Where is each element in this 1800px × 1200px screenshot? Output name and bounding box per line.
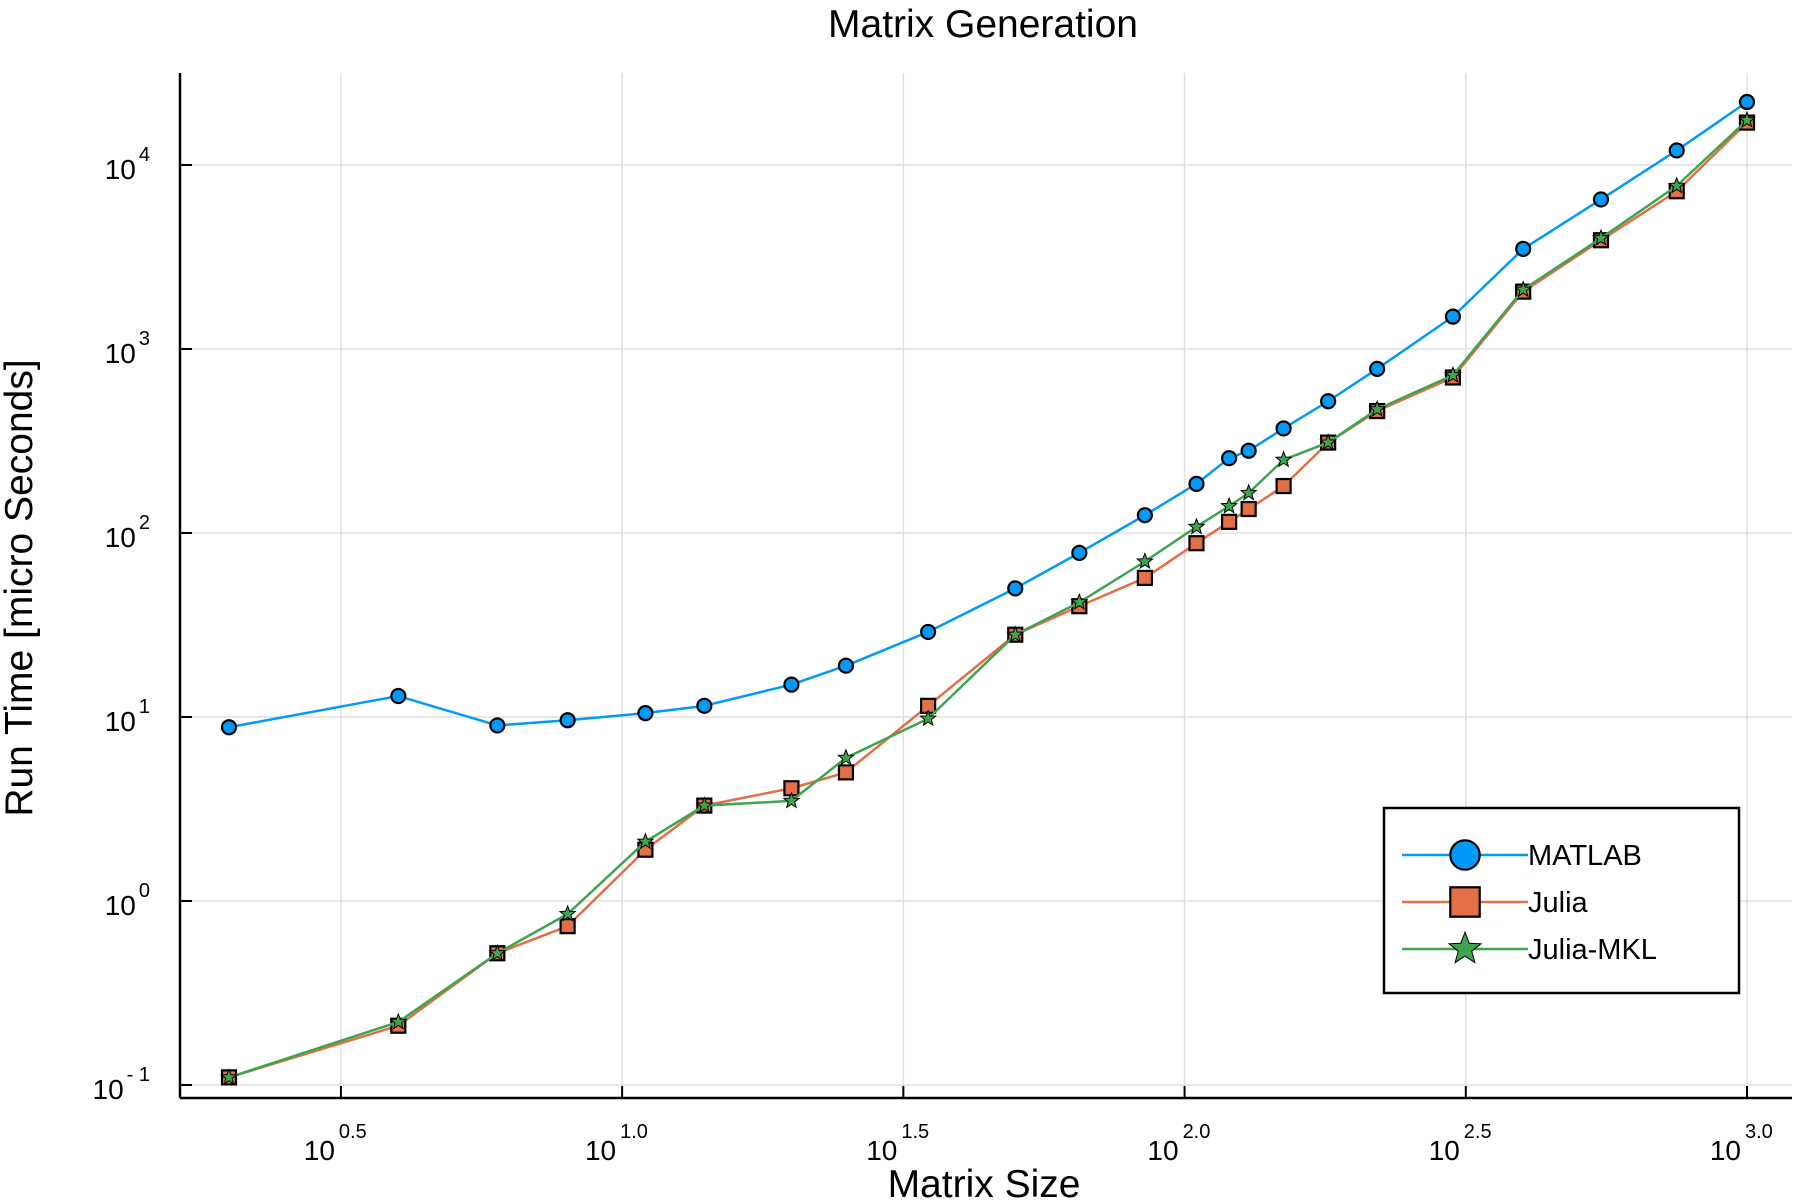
data-point-julia-mkl-1	[389, 1012, 408, 1030]
data-point-matlab-11	[1136, 507, 1153, 524]
y-tick-exponent-5: 4	[139, 144, 150, 166]
data-point-julia-mkl-17	[1368, 399, 1387, 417]
data-point-julia-mkl-18	[1443, 365, 1462, 383]
data-point-julia-14	[1240, 500, 1257, 518]
legend-marker-2	[1447, 930, 1483, 964]
data-point-julia-mkl-10	[1070, 592, 1089, 610]
x-axis-label: Matrix Size	[888, 1163, 1081, 1200]
x-tick-label-5: 10	[1710, 1135, 1741, 1166]
data-point-julia-mkl-2	[488, 943, 507, 961]
data-point-matlab-9	[1007, 580, 1024, 597]
data-point-julia-mkl-20	[1592, 228, 1610, 246]
data-point-julia-mkl-22	[1738, 110, 1756, 128]
data-point-julia-mkl-21	[1667, 176, 1686, 194]
y-tick-label-1: 10	[105, 890, 136, 921]
data-point-julia-mkl-3	[558, 904, 577, 922]
data-point-julia-mkl-13	[1220, 496, 1239, 514]
data-point-julia-mkl-6	[782, 791, 801, 809]
x-tick-exponent-4: 2.5	[1464, 1121, 1492, 1143]
data-point-julia-7	[837, 764, 855, 781]
x-tick-exponent-1: 1.0	[620, 1121, 648, 1143]
legend-label-2: Julia-MKL	[1528, 934, 1657, 966]
x-tick-label-0: 10	[304, 1135, 335, 1166]
data-point-matlab-2	[489, 717, 506, 734]
data-point-matlab-15	[1275, 420, 1292, 437]
data-point-julia-11	[1136, 569, 1153, 587]
series-julia-mkl	[220, 110, 1756, 1085]
data-point-julia-mkl-5	[695, 796, 714, 814]
legend: MATLAB Julia Julia-MKL	[1382, 806, 1741, 995]
data-point-matlab-18	[1444, 308, 1462, 325]
legend-label-0: MATLAB	[1528, 840, 1642, 872]
data-point-julia-mkl-4	[636, 832, 655, 850]
data-point-matlab-12	[1188, 475, 1205, 492]
series-layer	[220, 93, 1756, 1086]
x-tick-exponent-5: 3.0	[1745, 1121, 1773, 1143]
data-point-matlab-4	[637, 705, 654, 722]
data-point-julia-mkl-19	[1514, 280, 1533, 298]
data-point-matlab-10	[1071, 544, 1088, 561]
y-tick-exponent-3: 2	[139, 512, 150, 534]
x-tick-label-1: 10	[585, 1135, 616, 1166]
data-point-julia-mkl-9	[1006, 625, 1025, 643]
x-tick-exponent-3: 2.0	[1183, 1121, 1211, 1143]
x-tick-exponent-2: 1.5	[901, 1121, 929, 1143]
y-tick-exponent-4: 3	[139, 328, 150, 350]
y-axis-label: Run Time [micro Seconds]	[0, 359, 41, 816]
y-tick-exponent-2: 1	[139, 696, 150, 718]
data-point-julia-mkl-16	[1319, 433, 1338, 451]
data-point-matlab-16	[1320, 393, 1337, 410]
data-point-matlab-7	[837, 657, 855, 674]
data-point-julia-mkl-14	[1239, 483, 1258, 501]
y-tick-exponent-0: - 1	[127, 1064, 150, 1086]
data-point-matlab-8	[920, 623, 937, 641]
x-tick-label-3: 10	[1147, 1135, 1178, 1166]
data-point-matlab-14	[1240, 442, 1257, 459]
data-point-matlab-1	[390, 687, 407, 705]
data-point-julia-12	[1188, 535, 1205, 552]
data-point-julia-15	[1275, 477, 1292, 495]
x-tick-label-2: 10	[866, 1135, 897, 1166]
data-point-matlab-21	[1668, 142, 1685, 159]
x-tick-exponent-0: 0.5	[339, 1121, 367, 1143]
data-point-julia-3	[559, 918, 576, 935]
data-point-julia-mkl-11	[1135, 552, 1154, 570]
data-point-julia-mkl-0	[220, 1067, 238, 1085]
data-point-matlab-17	[1369, 360, 1386, 377]
data-point-julia-13	[1220, 513, 1238, 530]
y-tick-label-5: 10	[105, 154, 136, 185]
data-point-julia-mkl-8	[919, 709, 938, 727]
legend-marker-0	[1449, 839, 1481, 871]
data-point-matlab-3	[559, 712, 576, 729]
series-matlab	[220, 93, 1756, 736]
data-point-julia-mkl-12	[1187, 517, 1206, 535]
x-tick-label-4: 10	[1429, 1135, 1460, 1166]
data-point-julia-mkl-7	[836, 748, 855, 766]
data-point-matlab-6	[783, 676, 800, 693]
legend-marker-1	[1449, 886, 1481, 918]
y-tick-label-0: 10	[93, 1074, 124, 1105]
legend-box	[1382, 806, 1741, 995]
data-point-julia-mkl-15	[1274, 450, 1293, 468]
data-point-matlab-22	[1738, 93, 1756, 111]
axes	[178, 73, 1792, 1100]
legend-label-1: Julia	[1528, 887, 1589, 919]
data-point-matlab-20	[1592, 191, 1610, 208]
y-tick-label-2: 10	[105, 706, 136, 737]
y-tick-exponent-1: 0	[139, 880, 150, 902]
data-point-matlab-0	[220, 719, 238, 736]
data-point-matlab-13	[1220, 450, 1238, 467]
data-point-matlab-5	[696, 697, 713, 714]
y-tick-label-4: 10	[105, 338, 136, 369]
data-point-matlab-19	[1515, 240, 1532, 257]
y-tick-label-3: 10	[105, 522, 136, 553]
grid	[180, 73, 1792, 1098]
series-line-matlab	[228, 100, 1748, 729]
chart-title: Matrix Generation	[828, 3, 1138, 46]
